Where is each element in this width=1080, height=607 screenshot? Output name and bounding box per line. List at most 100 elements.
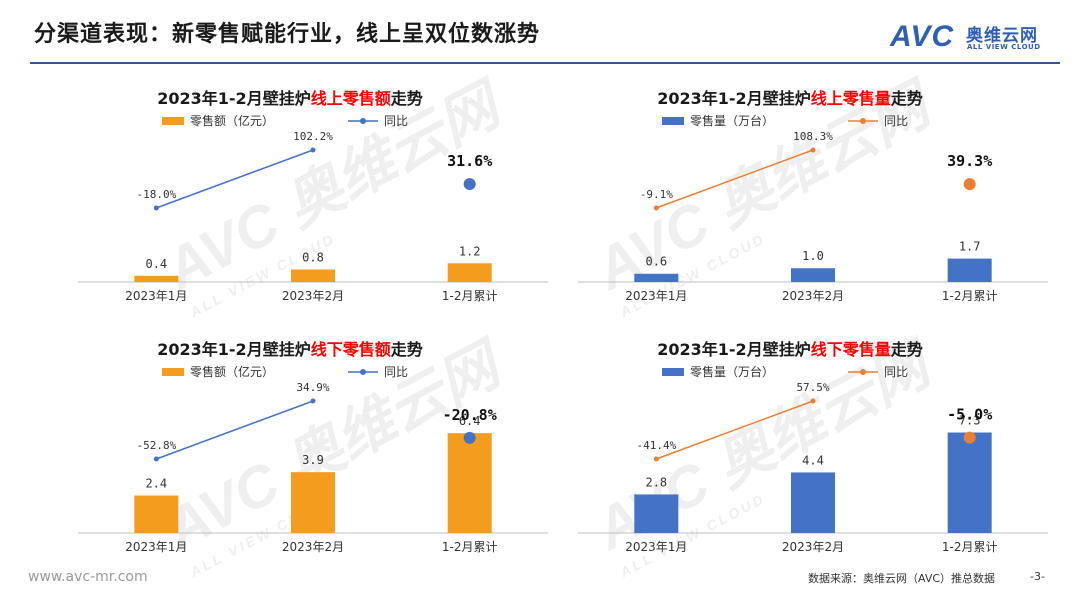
page-number: -3- xyxy=(1030,570,1045,583)
legend-item-line: 同比 xyxy=(348,112,408,129)
bar-label: 0.4 xyxy=(145,257,167,271)
legend-item-line: 同比 xyxy=(348,363,408,380)
legend-swatch xyxy=(848,368,878,375)
bar-label: 6.4 xyxy=(459,414,481,428)
logo-cn-text: 奥维云网 xyxy=(966,26,1038,46)
bar xyxy=(947,258,992,282)
bar-label: 3.9 xyxy=(302,453,324,467)
line-point xyxy=(810,398,816,404)
x-tick-label: 2023年1月 xyxy=(625,289,687,303)
line-label: -5.0% xyxy=(947,406,992,424)
bar xyxy=(291,269,335,282)
bar xyxy=(447,433,492,533)
line-point xyxy=(653,205,659,211)
chart-title: 2023年1-2月壁挂炉线上零售量走势 xyxy=(657,89,923,108)
x-tick-label: 2023年2月 xyxy=(782,289,844,303)
bar xyxy=(791,268,835,282)
chart-offline-sales-volume: 2023年1-2月壁挂炉线下零售量走势 零售量（万台） 同比 2.8 2023年1… xyxy=(530,336,1050,586)
x-tick-label: 2023年2月 xyxy=(282,540,344,554)
legend-swatch xyxy=(162,116,184,125)
chart-legend: 零售量（万台） 同比 xyxy=(530,112,1050,130)
footer-source: 数据来源：奥维云网（AVC）推总数据 xyxy=(808,572,996,585)
legend-item-line: 同比 xyxy=(848,112,908,129)
line-label: -41.4% xyxy=(636,439,676,452)
cumulative-point xyxy=(463,431,476,444)
line-point xyxy=(810,147,816,153)
series-line xyxy=(656,400,814,460)
x-tick-label: 1-2月累计 xyxy=(442,540,498,554)
footer-url: www.avc-mr.com xyxy=(28,569,148,585)
bar xyxy=(447,263,492,282)
chart-offline-sales-value: 2023年1-2月壁挂炉线下零售额走势 零售额（亿元） 同比 2.4 2023年1… xyxy=(30,336,550,586)
line-label: 34.9% xyxy=(296,381,329,394)
line-label: 102.2% xyxy=(293,130,333,143)
bar xyxy=(947,432,992,533)
line-label: -20.8% xyxy=(443,406,497,424)
bar-label: 0.8 xyxy=(302,251,324,265)
x-tick-label: 1-2月累计 xyxy=(942,289,998,303)
line-label: -52.8% xyxy=(136,439,176,452)
chart-online-sales-value: 2023年1-2月壁挂炉线上零售额走势 零售额（亿元） 同比 0.4 2023年1… xyxy=(30,85,550,335)
x-tick-label: 1-2月累计 xyxy=(442,289,498,303)
legend-swatch xyxy=(348,117,378,124)
line-point xyxy=(310,398,316,404)
line-label: 31.6% xyxy=(447,152,492,170)
bar-label: 1.2 xyxy=(459,244,481,258)
series-line xyxy=(156,149,314,209)
avc-logo: AVC 奥维云网 ALL VIEW CLOUD xyxy=(890,18,1062,58)
series-line xyxy=(156,400,314,460)
chart-legend: 零售量（万台） 同比 xyxy=(530,363,1050,381)
bar-label: 7.3 xyxy=(959,414,981,428)
legend-item-line: 同比 xyxy=(848,363,908,380)
line-point xyxy=(153,456,159,462)
line-label: 39.3% xyxy=(947,152,992,170)
legend-swatch xyxy=(348,368,378,375)
bar xyxy=(791,472,835,533)
bar-label: 2.8 xyxy=(645,475,667,489)
bar xyxy=(134,495,179,533)
series-line xyxy=(656,149,814,209)
cumulative-point xyxy=(463,178,476,191)
chart-title: 2023年1-2月壁挂炉线下零售量走势 xyxy=(657,340,923,359)
chart-plot: 0.4 2023年1月 0.8 2023年2月 1.2 1-2月累计 -18.0% 102.2… xyxy=(78,130,548,303)
line-label: 57.5% xyxy=(796,381,829,394)
cumulative-point xyxy=(963,178,976,191)
chart-legend: 零售额（亿元） 同比 xyxy=(30,112,550,130)
chart-online-sales-volume: 2023年1-2月壁挂炉线上零售量走势 零售量（万台） 同比 0.6 2023年1… xyxy=(530,85,1050,335)
page-title: 分渠道表现：新零售赋能行业，线上呈双位数涨势 xyxy=(34,22,541,47)
line-label: -9.1% xyxy=(640,188,673,201)
bar-label: 4.4 xyxy=(802,453,824,467)
line-point xyxy=(153,205,159,211)
x-tick-label: 2023年1月 xyxy=(125,540,187,554)
legend-swatch xyxy=(162,367,184,376)
bar xyxy=(634,273,679,282)
logo-avc-text: AVC xyxy=(890,20,955,53)
line-point xyxy=(653,456,659,462)
bar xyxy=(634,494,679,533)
bar-label: 0.6 xyxy=(645,255,667,269)
chart-title: 2023年1-2月壁挂炉线上零售额走势 xyxy=(157,89,423,108)
x-tick-label: 1-2月累计 xyxy=(942,540,998,554)
line-point xyxy=(310,147,316,153)
legend-swatch xyxy=(848,117,878,124)
legend-swatch xyxy=(662,116,684,125)
chart-legend: 零售额（亿元） 同比 xyxy=(30,363,550,381)
legend-swatch xyxy=(662,367,684,376)
chart-plot: 2.4 2023年1月 3.9 2023年2月 6.4 1-2月累计 -52.8% 34.9%… xyxy=(78,381,548,554)
bar-label: 1.0 xyxy=(802,249,824,263)
legend-item-bar: 零售量（万台） xyxy=(662,363,774,380)
chart-plot: 0.6 2023年1月 1.0 2023年2月 1.7 1-2月累计 -9.1% 108.3%… xyxy=(578,130,1048,303)
x-tick-label: 2023年2月 xyxy=(782,540,844,554)
legend-item-bar: 零售量（万台） xyxy=(662,112,774,129)
cumulative-point xyxy=(963,431,976,444)
x-tick-label: 2023年2月 xyxy=(282,289,344,303)
bar-label: 2.4 xyxy=(145,477,167,491)
title-divider xyxy=(30,62,1060,64)
bar xyxy=(291,472,335,533)
line-label: -18.0% xyxy=(136,188,176,201)
legend-item-bar: 零售额（亿元） xyxy=(162,112,274,129)
x-tick-label: 2023年1月 xyxy=(125,289,187,303)
bar-label: 1.7 xyxy=(959,240,981,254)
chart-title: 2023年1-2月壁挂炉线下零售额走势 xyxy=(157,340,423,359)
logo-en-text: ALL VIEW CLOUD xyxy=(967,43,1041,51)
